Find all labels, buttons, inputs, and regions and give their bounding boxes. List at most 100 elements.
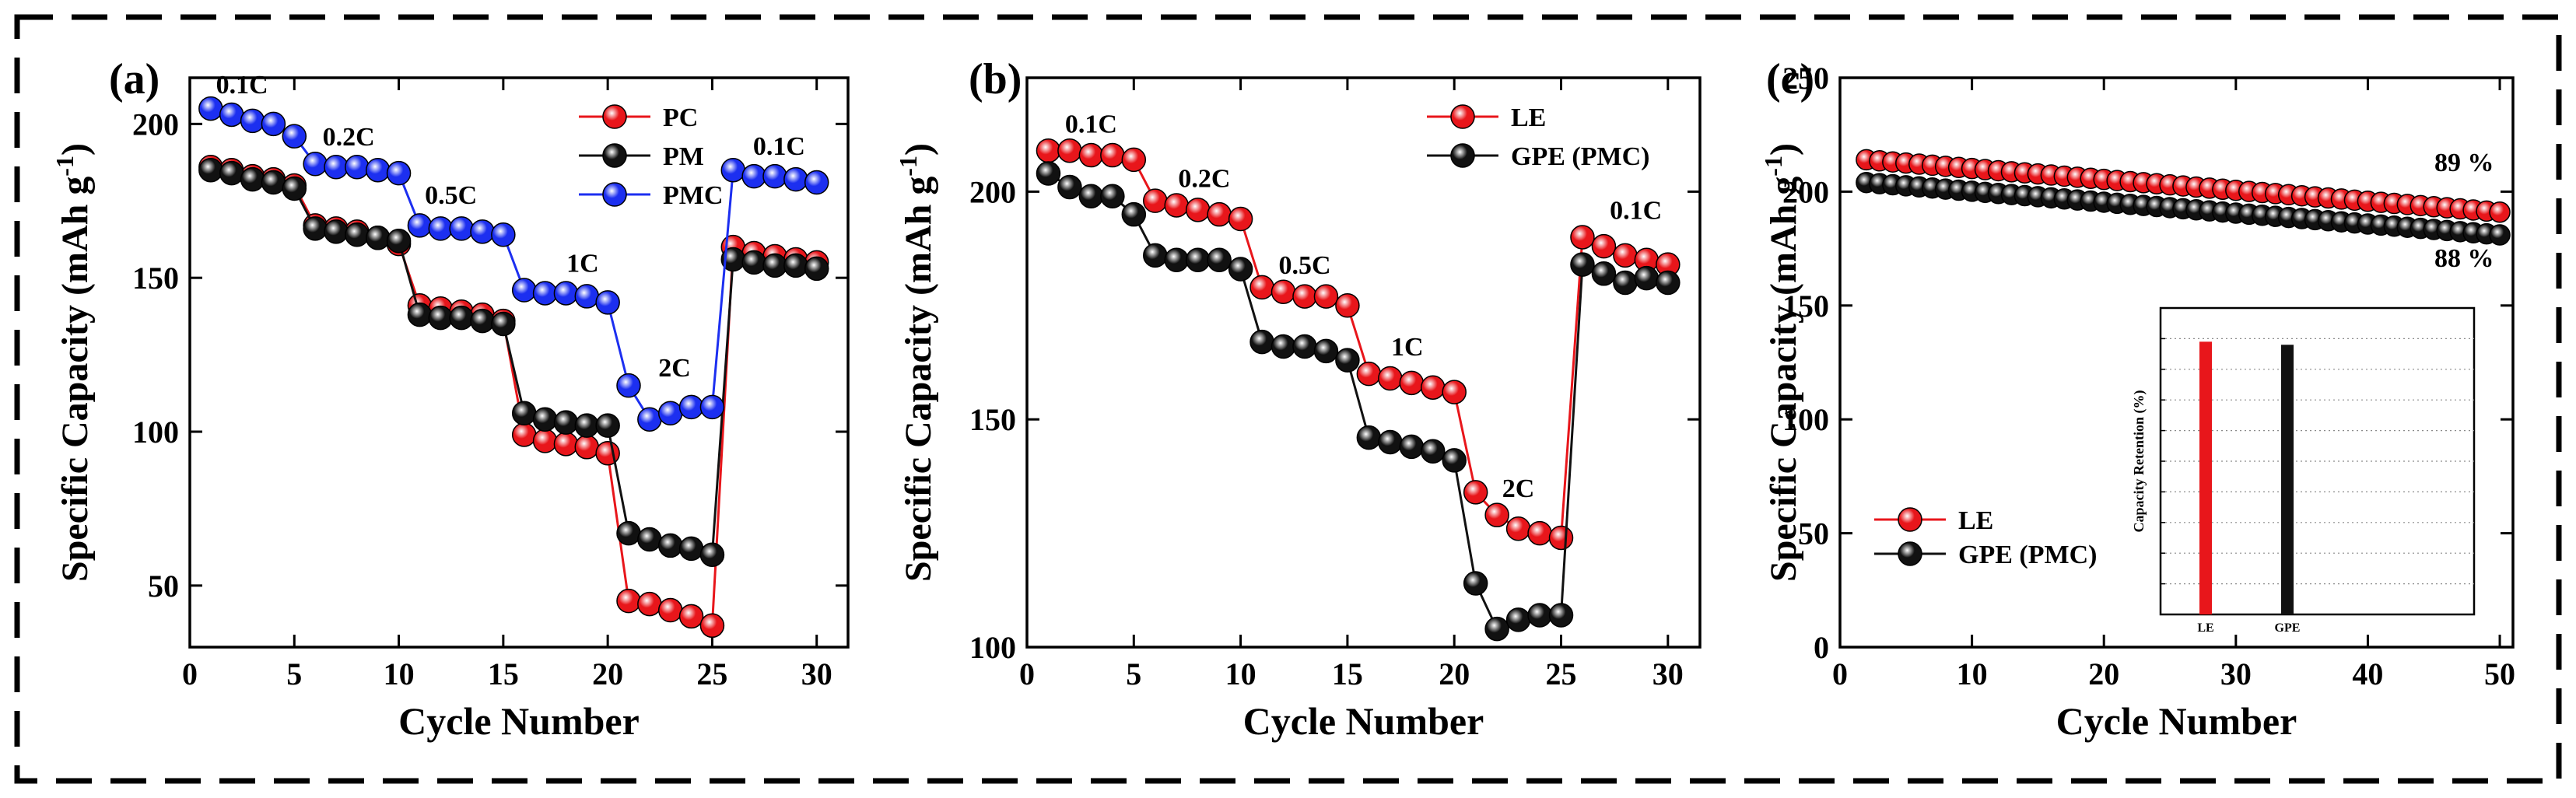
data-point — [1100, 142, 1125, 168]
data-point — [1228, 257, 1253, 282]
data-point — [1335, 293, 1360, 318]
x-tick-label: 10 — [1225, 656, 1256, 691]
data-point — [1548, 603, 1574, 628]
legend-marker — [1898, 541, 1922, 566]
data-point — [1613, 270, 1638, 296]
data-point — [741, 163, 766, 189]
data-point — [1420, 439, 1446, 464]
data-point — [1634, 265, 1660, 291]
data-point — [762, 163, 787, 189]
data-point — [2489, 201, 2511, 223]
data-point — [1164, 193, 1189, 218]
y-axis-title-superscript: -1 — [1759, 156, 1787, 177]
x-axis-title: Cycle Number — [398, 699, 640, 743]
data-point — [1313, 338, 1339, 364]
y-axis-title-main: Specific Capacity (mAh g — [898, 177, 939, 582]
x-tick-label: 20 — [2088, 656, 2119, 691]
data-point — [1420, 375, 1446, 400]
data-point — [511, 278, 537, 303]
data-point — [532, 429, 558, 453]
data-point — [282, 124, 307, 149]
data-point — [1249, 275, 1274, 300]
data-point — [1036, 138, 1061, 163]
data-point — [1505, 607, 1531, 632]
data-point — [678, 604, 704, 629]
data-point — [1207, 247, 1232, 272]
data-point — [282, 176, 307, 201]
x-tick-label: 5 — [286, 656, 302, 691]
data-point — [1527, 603, 1552, 628]
data-point — [240, 108, 265, 134]
x-axis-title: Cycle Number — [1243, 699, 1484, 743]
data-point — [303, 152, 328, 177]
data-point — [407, 302, 433, 327]
data-point — [657, 533, 683, 558]
inset-category-label: GPE — [2275, 621, 2301, 635]
data-point — [407, 213, 433, 238]
data-point — [324, 154, 349, 180]
data-point — [574, 435, 600, 460]
y-tick-label: 100 — [969, 630, 1016, 665]
data-point — [637, 591, 662, 617]
panel-b: (b) 0 5 10 15 20 25 30 100 150 200 Cycle Number Spe… — [894, 55, 1702, 743]
data-point — [762, 253, 787, 278]
y-axis-title: Specific Capacity (mAh g-1) — [894, 143, 939, 582]
data-point — [637, 527, 662, 552]
data-point — [1378, 366, 1403, 391]
rate-annotation: 1C — [566, 249, 599, 278]
data-point — [1570, 252, 1595, 277]
panel-c: (c) 0 10 20 30 40 50 0 50 100 150 200 250 Cycle Numb… — [1759, 55, 2515, 743]
x-tick-label: 15 — [488, 656, 519, 691]
rate-annotation: 0.2C — [323, 123, 375, 152]
data-point — [1484, 502, 1509, 527]
data-point — [491, 311, 516, 337]
legend-label: GPE (PMC) — [1511, 142, 1649, 171]
data-point — [1121, 201, 1147, 227]
data-point — [428, 305, 454, 331]
y-axis-title-close: ) — [898, 143, 939, 156]
data-point — [532, 407, 558, 432]
data-point — [1270, 279, 1296, 304]
data-point — [637, 407, 662, 432]
data-point — [699, 394, 725, 420]
y-axis-title-superscript: -1 — [51, 156, 79, 177]
data-point — [1591, 261, 1617, 286]
x-tick-label: 15 — [1332, 656, 1363, 691]
data-point — [1100, 184, 1125, 209]
data-point — [1143, 243, 1168, 268]
x-tick-label: 0 — [182, 656, 198, 691]
y-axis-title-close: ) — [54, 143, 96, 156]
inset-bar — [2199, 341, 2212, 614]
data-point — [491, 222, 516, 247]
x-tick-label: 25 — [696, 656, 727, 691]
legend-label: PM — [663, 142, 704, 171]
legend-label: PMC — [663, 181, 723, 210]
y-tick-label: 50 — [1798, 516, 1829, 551]
data-point — [345, 222, 370, 247]
data-point — [470, 308, 495, 334]
data-point — [1036, 161, 1061, 186]
data-point — [595, 440, 620, 466]
data-point — [449, 305, 474, 331]
data-point — [240, 166, 265, 192]
data-point — [261, 111, 286, 137]
legend-marker — [1898, 507, 1922, 532]
y-axis-title-main: Specific Capacity (mAh g — [1763, 177, 1804, 582]
data-point — [1356, 425, 1382, 450]
data-point — [1527, 520, 1552, 546]
plot-frame — [1838, 76, 2515, 649]
plot-frame — [1025, 76, 1702, 649]
x-tick-label: 10 — [384, 656, 415, 691]
data-point — [1399, 370, 1425, 396]
plot-frame — [188, 76, 850, 649]
y-axis-title: Specific Capacity (mAh g-1) — [51, 143, 96, 582]
data-point — [1313, 284, 1339, 309]
data-point — [1207, 201, 1232, 227]
data-point — [574, 284, 600, 309]
data-point — [678, 536, 704, 562]
data-point — [1143, 188, 1168, 213]
data-point — [1442, 448, 1467, 473]
x-axis-title: Cycle Number — [2056, 699, 2297, 743]
x-tick-label: 20 — [1439, 656, 1470, 691]
data-point — [219, 160, 244, 186]
